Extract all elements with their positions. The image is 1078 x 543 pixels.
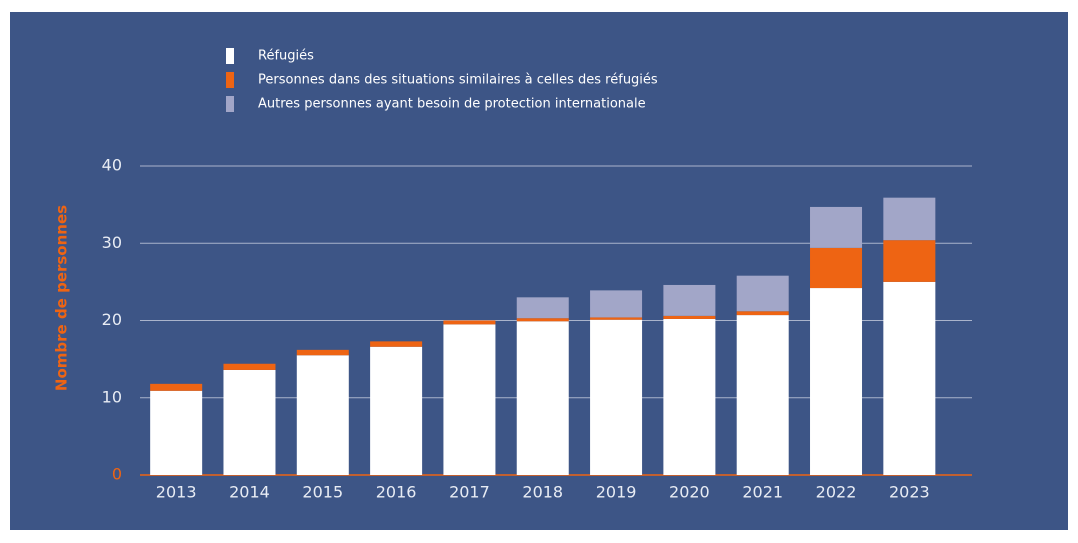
bar-segment — [590, 290, 643, 318]
legend-label: Réfugiés — [258, 49, 314, 64]
y-axis-label: Nombre de personnes — [53, 205, 71, 391]
bar-segment — [663, 315, 716, 319]
bar-segment — [590, 317, 643, 320]
y-tick-label: 0 — [112, 465, 122, 484]
bar-segment — [883, 281, 936, 475]
bar-segment — [810, 247, 863, 289]
y-tick-label: 10 — [102, 387, 122, 406]
bar-segment — [663, 284, 716, 316]
legend-label: Personnes dans des situations similaires… — [258, 73, 658, 88]
x-tick-label: 2017 — [449, 483, 490, 502]
x-tick-label: 2015 — [302, 483, 343, 502]
bar-segment — [150, 383, 203, 391]
bar-segment — [736, 311, 789, 316]
x-tick-label: 2022 — [816, 483, 857, 502]
bar-segment — [516, 297, 569, 319]
x-tick-label: 2013 — [156, 483, 197, 502]
bar-segment — [296, 355, 349, 475]
bar-segment — [736, 275, 789, 312]
bar-segment — [223, 369, 276, 475]
bar-segment — [810, 288, 863, 475]
y-tick-label: 30 — [102, 233, 122, 252]
bar-segment — [150, 390, 203, 475]
x-tick-label: 2021 — [742, 483, 783, 502]
x-tick-label: 2016 — [376, 483, 417, 502]
y-tick-label: 40 — [102, 156, 122, 175]
bar-segment — [516, 318, 569, 322]
legend-swatch — [226, 72, 234, 88]
y-tick-label: 20 — [102, 310, 122, 329]
bar-segment — [223, 363, 276, 370]
bar-segment — [590, 319, 643, 475]
legend-label: Autres personnes ayant besoin de protect… — [258, 97, 646, 112]
legend-swatch — [226, 96, 234, 112]
x-tick-label: 2023 — [889, 483, 930, 502]
bar-segment — [663, 318, 716, 475]
bar-segment — [370, 341, 423, 347]
bar-segment — [516, 321, 569, 475]
x-tick-label: 2019 — [596, 483, 637, 502]
bar-segment — [883, 197, 936, 241]
bar-segment — [883, 240, 936, 282]
legend-swatch — [226, 48, 234, 64]
x-tick-label: 2014 — [229, 483, 270, 502]
x-tick-label: 2020 — [669, 483, 710, 502]
bar-segment — [810, 206, 863, 248]
bar-segment — [443, 324, 496, 475]
bar-segment — [443, 320, 496, 325]
x-tick-label: 2018 — [522, 483, 563, 502]
bar-segment — [736, 315, 789, 475]
bar-segment — [296, 349, 349, 356]
bar-segment — [370, 346, 423, 475]
